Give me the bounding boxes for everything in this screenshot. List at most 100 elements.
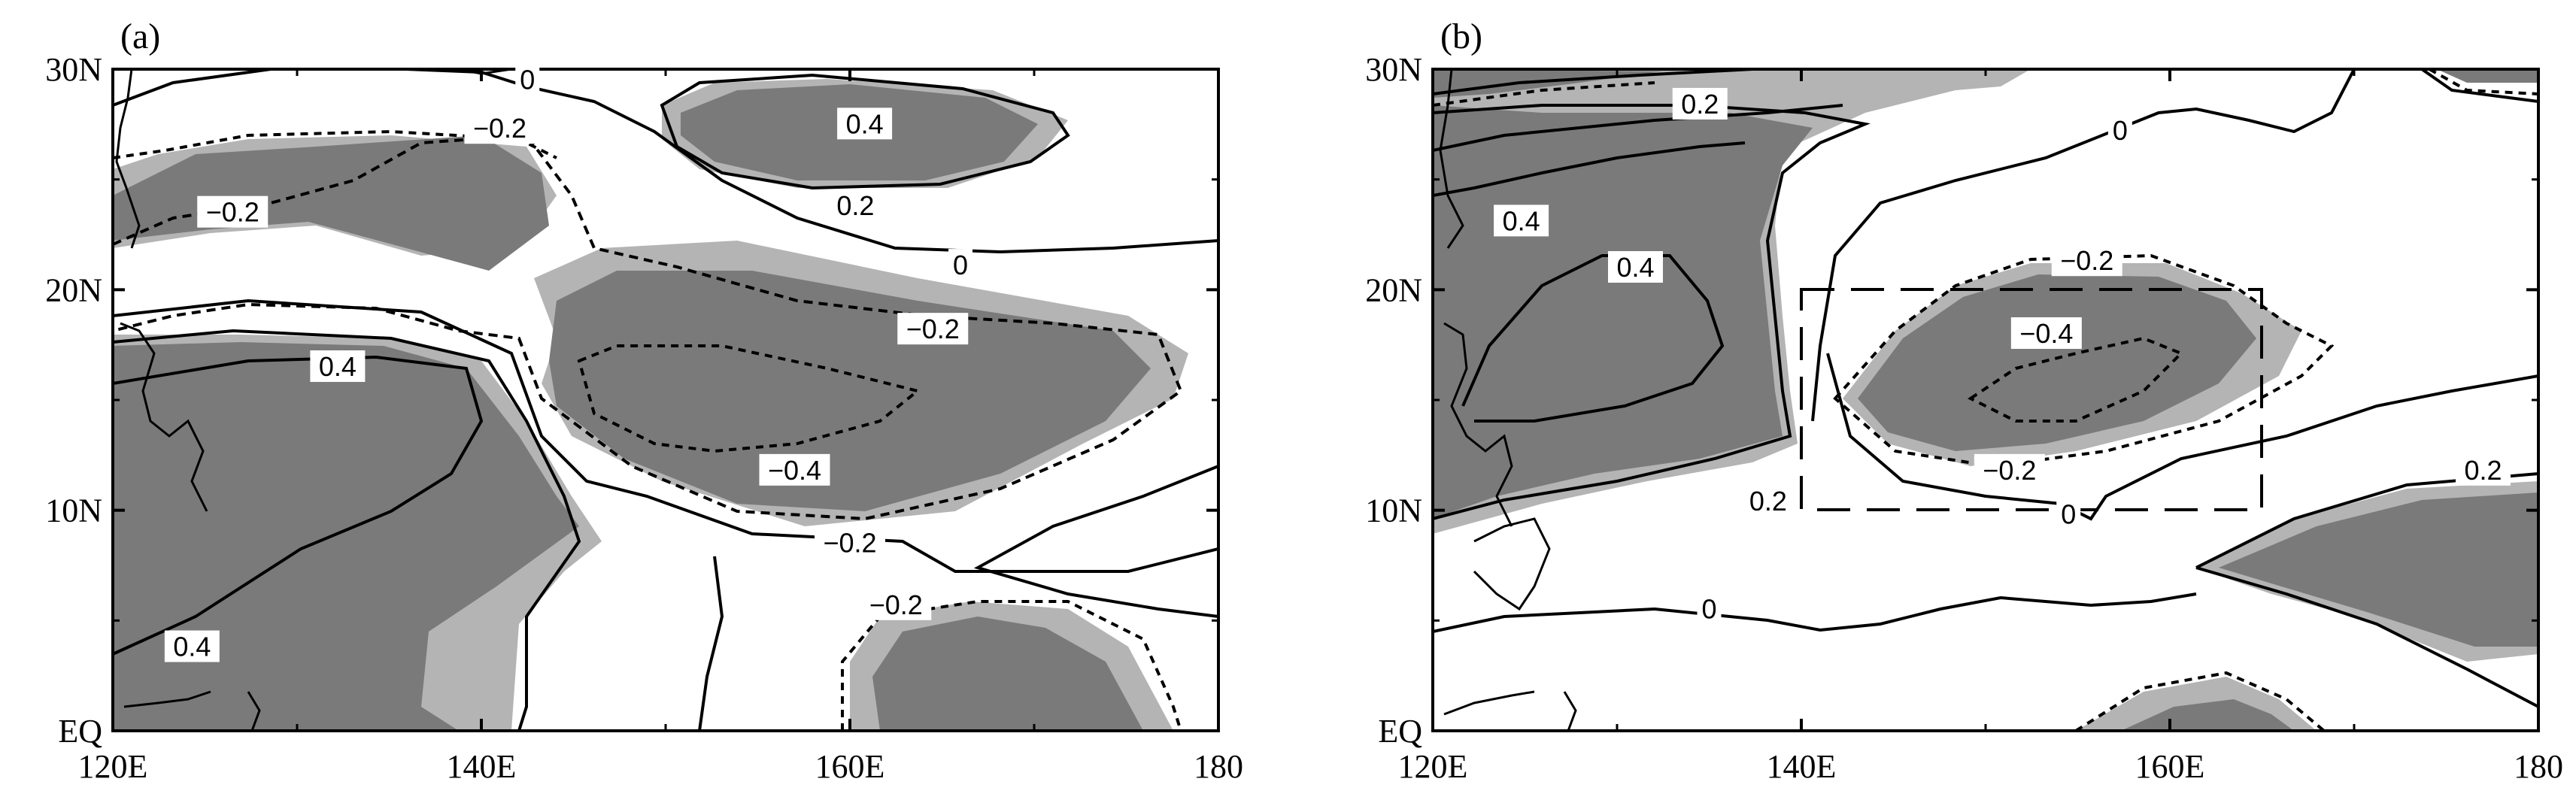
contour-label-group: 0	[515, 63, 540, 95]
contour-label: −0.4	[768, 455, 821, 486]
contour-line	[1433, 69, 1753, 95]
contour-label-box	[948, 249, 972, 281]
contour-label: 0	[1701, 594, 1716, 625]
contour-label-box	[1740, 484, 1796, 517]
shade-dark	[113, 342, 579, 731]
contour-label-group: 0	[948, 249, 972, 281]
contour-label-box	[164, 630, 220, 662]
coastline	[115, 69, 141, 249]
panel-label: (a)	[120, 17, 160, 56]
coastline	[247, 691, 261, 731]
contour-label: 0.4	[319, 351, 357, 382]
contour-line	[660, 73, 1070, 190]
contour-label: −0.2	[473, 113, 526, 144]
x-tick-label: 160E	[2135, 748, 2205, 785]
contour-label-group: −0.2	[197, 195, 269, 228]
coastline	[1473, 517, 1551, 611]
x-tick-label: 120E	[78, 748, 148, 785]
contour-label: 0.4	[846, 108, 884, 139]
contour-label: 0	[2113, 115, 2128, 146]
coastline	[1563, 691, 1577, 731]
contour-label-box	[2056, 498, 2081, 530]
contour-line	[1433, 592, 2197, 633]
contour-lines	[1433, 69, 2538, 731]
contour-label: −0.2	[869, 589, 923, 620]
contour-label-box	[1974, 453, 2045, 486]
axes-layer: (a) 120E 140E 160E 180 EQ 10N 20N 30N (b) 120E 140E…	[45, 17, 2563, 785]
contour-label-box	[897, 313, 969, 345]
contour-label-box	[827, 189, 883, 221]
contour-line	[577, 344, 921, 453]
contour-label-box	[2456, 453, 2511, 486]
analysis-box	[1800, 288, 2263, 511]
contour-label-group: 0.2	[827, 189, 883, 221]
contour-label-group: −0.2	[815, 526, 885, 559]
contour-label-group: 0.4	[837, 108, 893, 140]
coastline	[1443, 322, 1513, 527]
contour-label: 0.2	[1681, 89, 1719, 120]
x-tick-label: 160E	[815, 748, 885, 785]
contour-label: 0	[2061, 499, 2076, 530]
contour-label: −0.2	[906, 314, 960, 344]
contour-label-group: −0.4	[759, 453, 830, 486]
contour-line	[1433, 104, 1871, 520]
contour-label-group: −0.2	[1974, 453, 2045, 486]
contour-label-box	[837, 108, 893, 140]
y-tick-label: EQ	[58, 713, 102, 750]
coastlines	[1439, 69, 1577, 731]
contour-label-group: −0.2	[2051, 244, 2122, 277]
shade-dark	[113, 135, 549, 271]
y-tick-label: 20N	[45, 271, 102, 308]
contour-label: 0.4	[173, 632, 211, 662]
contour-label-box	[2010, 317, 2082, 349]
contour-label: 0.2	[2464, 455, 2502, 486]
contour-line	[2074, 671, 2326, 731]
shade-dark	[2437, 69, 2538, 83]
panel-a-field	[113, 69, 1218, 731]
shade-dark	[1858, 274, 2256, 451]
contour-label-group: 0.4	[310, 350, 366, 382]
contour-label-group: −0.4	[2010, 317, 2082, 349]
contour-label-box	[464, 112, 536, 144]
contour-label: −0.2	[206, 197, 259, 228]
panel-a	[111, 68, 1220, 732]
contour-label: 0	[520, 65, 535, 95]
contour-lines	[113, 69, 1218, 731]
contour-label-box	[310, 350, 366, 382]
contour-label-group: 0	[2056, 498, 2081, 530]
contour-label-box	[1672, 87, 1728, 120]
contour-label-box	[759, 453, 830, 486]
contour-label: 0.4	[1616, 252, 1654, 283]
contour-label-group: 0	[1697, 592, 1722, 625]
x-tick-label: 140E	[447, 748, 517, 785]
contour-label-box	[815, 526, 885, 559]
contour-line	[2195, 566, 2538, 708]
contour-label-box	[860, 588, 932, 620]
y-tick-label: 10N	[45, 492, 102, 529]
contour-line	[1968, 336, 2184, 423]
contour-label: 0.4	[1503, 205, 1540, 236]
contour-label-group: −0.2	[860, 588, 932, 620]
shade-dark	[2219, 492, 2538, 647]
contour-label-group: 0.4	[1608, 251, 1663, 283]
x-tick-label: 140E	[1767, 748, 1837, 785]
contour-label-box	[197, 195, 269, 228]
x-tick-label: 180	[1194, 748, 1243, 785]
contour-line	[113, 298, 1218, 573]
contour-line	[698, 556, 724, 731]
panel-label: (b)	[1440, 17, 1482, 56]
y-tick-label: 30N	[45, 51, 102, 88]
shade-dark	[549, 271, 1151, 511]
contour-label-box	[2051, 244, 2122, 277]
contour-label: −0.4	[2019, 318, 2073, 349]
contour-labels-layer: 0 −0.2 0.4 0.2 −0.2 0 −0.2 0.4 −0.4 −0.2 −0.2 0.4 0.…	[164, 63, 2511, 662]
contour-label-group: −0.2	[897, 313, 969, 345]
contour-line	[1433, 81, 1655, 107]
contour-label-box	[2107, 114, 2132, 147]
contour-label: −0.2	[823, 528, 876, 559]
coastline	[123, 690, 211, 708]
contour-label-box	[1608, 251, 1663, 283]
contour-line	[113, 69, 272, 107]
contour-line	[973, 465, 1218, 618]
